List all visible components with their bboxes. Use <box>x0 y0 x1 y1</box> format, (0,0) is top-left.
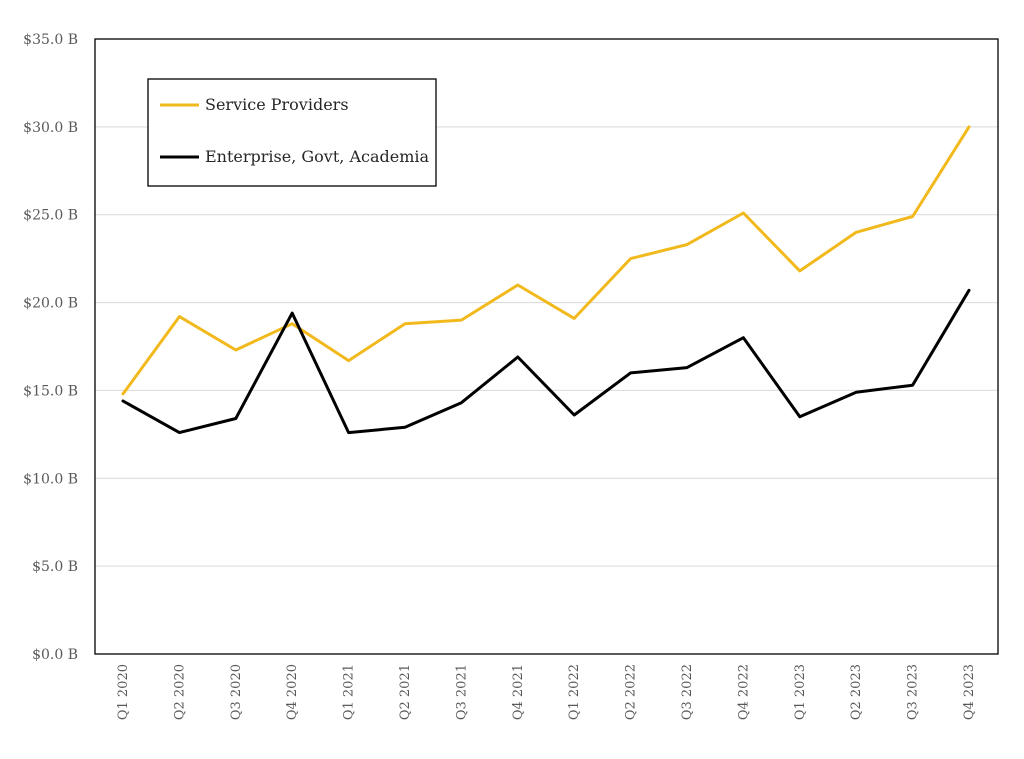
y-tick-label: $10.0 B <box>23 471 78 487</box>
x-tick-label: Q3 2020 <box>229 664 244 720</box>
x-tick-label: Q2 2022 <box>624 664 639 720</box>
x-tick-label: Q4 2022 <box>736 664 751 720</box>
x-tick-label: Q2 2023 <box>849 664 864 720</box>
y-tick-label: $20.0 B <box>23 296 78 312</box>
x-tick-label: Q1 2021 <box>342 664 357 720</box>
y-tick-label: $35.0 B <box>23 32 78 48</box>
x-tick-label: Q4 2021 <box>511 664 526 720</box>
legend-label-enterprise-govt-academia: Enterprise, Govt, Academia <box>205 147 430 166</box>
y-tick-label: $15.0 B <box>23 383 78 399</box>
x-tick-label: Q1 2022 <box>567 664 582 720</box>
x-tick-label: Q4 2023 <box>962 664 977 720</box>
x-tick-label: Q3 2021 <box>454 664 469 720</box>
legend-label-service-providers: Service Providers <box>205 95 349 114</box>
y-tick-label: $5.0 B <box>32 559 78 575</box>
legend-box <box>147 78 437 187</box>
x-tick-label: Q3 2022 <box>680 664 695 720</box>
series-lines <box>121 125 971 435</box>
series-line-service-providers <box>121 125 971 396</box>
x-tick-label: Q1 2020 <box>116 664 131 720</box>
x-tick-label: Q2 2021 <box>398 664 413 720</box>
y-tick-label: $25.0 B <box>23 208 78 224</box>
x-tick-label: Q1 2023 <box>793 664 808 720</box>
series-line-enterprise-govt-academia <box>121 288 971 435</box>
x-tick-label: Q3 2023 <box>906 664 921 720</box>
legend: Service Providers Enterprise, Govt, Acad… <box>147 78 437 187</box>
y-axis: $0.0 B $5.0 B $10.0 B $15.0 B $20.0 B $25.0 B… <box>23 32 78 663</box>
x-axis: Q1 2020 Q2 2020 Q3 2020 Q4 2020 Q1 2021 Q2 20… <box>116 664 977 720</box>
x-tick-label: Q4 2020 <box>285 664 300 720</box>
x-tick-label: Q2 2020 <box>172 664 187 720</box>
y-tick-label: $30.0 B <box>23 120 78 136</box>
plot-area-border <box>94 38 999 655</box>
y-tick-label: $0.0 B <box>32 647 78 663</box>
